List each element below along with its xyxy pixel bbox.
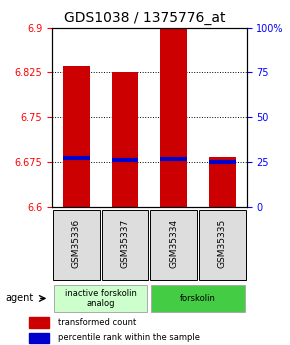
- Text: agent: agent: [6, 294, 34, 303]
- Text: inactive forskolin
analog: inactive forskolin analog: [65, 289, 137, 308]
- Text: GSM35337: GSM35337: [121, 219, 130, 268]
- Text: forskolin: forskolin: [180, 294, 216, 303]
- Bar: [160, 28, 187, 207]
- FancyBboxPatch shape: [150, 210, 197, 280]
- Bar: [29, 317, 49, 328]
- Text: GSM35335: GSM35335: [218, 219, 227, 268]
- FancyBboxPatch shape: [199, 210, 246, 280]
- Text: transformed count: transformed count: [58, 318, 136, 327]
- Bar: [29, 333, 49, 343]
- Bar: [63, 67, 90, 207]
- Bar: [209, 157, 235, 207]
- Text: GSM35334: GSM35334: [169, 219, 178, 268]
- Bar: [112, 72, 138, 207]
- FancyBboxPatch shape: [102, 210, 148, 280]
- Text: GDS1038 / 1375776_at: GDS1038 / 1375776_at: [64, 11, 226, 25]
- FancyBboxPatch shape: [151, 285, 244, 312]
- FancyBboxPatch shape: [54, 285, 147, 312]
- FancyBboxPatch shape: [53, 210, 100, 280]
- Text: percentile rank within the sample: percentile rank within the sample: [58, 333, 200, 342]
- Text: GSM35336: GSM35336: [72, 219, 81, 268]
